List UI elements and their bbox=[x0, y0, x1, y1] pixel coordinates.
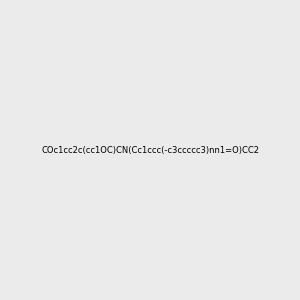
Text: COc1cc2c(cc1OC)CN(Cc1ccc(-c3ccccc3)nn1=O)CC2: COc1cc2c(cc1OC)CN(Cc1ccc(-c3ccccc3)nn1=O… bbox=[41, 146, 259, 154]
